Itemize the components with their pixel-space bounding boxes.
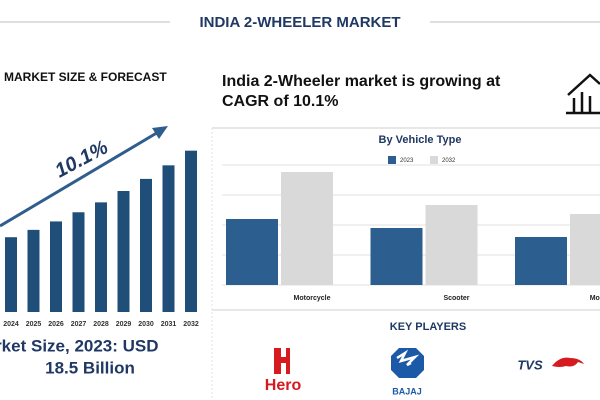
header-box <box>170 10 430 34</box>
bar <box>281 172 333 285</box>
x-tick-label: 2032 <box>183 321 199 328</box>
bar <box>515 237 567 285</box>
company: Hero <box>265 377 302 394</box>
legend-label: 2032 <box>442 158 456 164</box>
legend-swatch <box>430 156 438 164</box>
bar <box>570 214 600 285</box>
bar <box>185 150 197 312</box>
x-tick-label: 2026 <box>48 321 64 328</box>
x-tick-label: 2031 <box>161 321 177 328</box>
annotation: 10.1% <box>51 136 112 182</box>
bar <box>50 221 62 312</box>
bar <box>5 237 17 312</box>
tvs-logo: TVS <box>517 357 584 372</box>
trend-arrow <box>0 129 161 228</box>
legend-label: 2023 <box>400 158 414 164</box>
x-tick-label: 2024 <box>3 321 19 328</box>
company: TVS <box>517 357 543 372</box>
x-tick-label: 2025 <box>26 321 42 328</box>
caption: Market Size, 2023: USD <box>0 336 159 355</box>
vehicle-chart: 2023 2032 Motorcycle Scooter Moped <box>222 156 600 302</box>
legend-swatch <box>388 156 396 164</box>
x-tick-label: Motorcycle <box>294 295 331 302</box>
x-tick-label: 2030 <box>138 321 154 328</box>
header-title: INDIA 2-WHEELER MARKET <box>199 14 400 31</box>
company: BAJAJ <box>392 386 422 396</box>
headline: CAGR of 10.1% <box>222 93 338 110</box>
bar <box>27 229 40 312</box>
x-tick-label: Moped <box>590 295 600 302</box>
hero-logo: Hero <box>265 348 302 394</box>
bar <box>72 212 85 312</box>
bar <box>162 165 175 312</box>
bajaj-logo: BAJAJ <box>391 348 424 396</box>
chart-title: MARKET SIZE & FORECAST <box>4 70 167 84</box>
headline: India 2-Wheeler market is growing at <box>222 73 501 90</box>
bar <box>95 202 107 312</box>
section-title: KEY PLAYERS <box>390 321 466 333</box>
x-tick-label: Scooter <box>443 295 469 302</box>
chart-title: By Vehicle Type <box>379 134 462 146</box>
bar <box>140 178 152 312</box>
forecast-chart: 2024 2025 2026 2027 2028 2029 2030 2031 2032 10.1… <box>0 126 199 328</box>
arrow-head <box>152 126 168 139</box>
bar <box>370 228 423 285</box>
x-tick-label: 2029 <box>116 321 132 328</box>
caption: 18.5 Billion <box>45 358 135 377</box>
bar <box>117 191 130 312</box>
x-tick-label: 2027 <box>71 321 87 328</box>
x-tick-label: 2028 <box>93 321 109 328</box>
bar <box>226 219 278 285</box>
icon <box>566 73 600 115</box>
bar <box>425 205 478 285</box>
